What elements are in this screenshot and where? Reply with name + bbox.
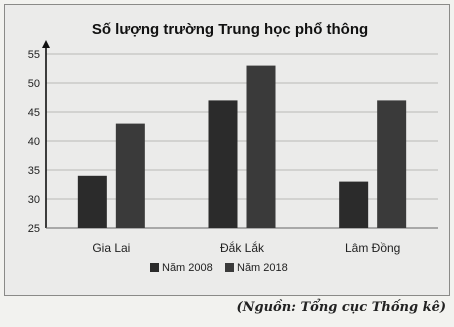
y-tick-label: 45 — [28, 107, 40, 119]
legend-swatch — [225, 263, 234, 272]
source-prefix: (Nguồn: — [236, 300, 296, 315]
legend-swatch — [150, 263, 159, 272]
bar — [246, 65, 276, 228]
y-tick-label: 35 — [28, 165, 40, 177]
bar — [115, 123, 145, 228]
chart-title: Số lượng trường Trung học phổ thông — [92, 21, 368, 38]
bar — [377, 100, 407, 228]
y-tick-label: 55 — [28, 49, 40, 61]
gridlines — [46, 53, 438, 200]
source-text: Tổng cục Thống kê) — [295, 300, 446, 315]
x-tick-label: Đắk Lắk — [220, 240, 265, 255]
y-tick-label: 40 — [28, 136, 40, 148]
y-tick-label: 30 — [28, 194, 40, 206]
bar — [77, 175, 107, 228]
y-axis: 25 30 35 40 45 50 55 — [28, 40, 438, 235]
x-tick-label: Lâm Đồng — [345, 241, 400, 255]
source-note: (Nguồn: Tổng cục Thống kê) — [236, 300, 446, 315]
y-tick-label: 50 — [28, 78, 40, 90]
x-tick-label: Gia Lai — [92, 241, 130, 255]
y-axis-arrow-icon — [42, 40, 50, 48]
x-tick-labels: Gia Lai Đắk Lắk Lâm Đồng — [92, 240, 400, 255]
legend: Năm 2008 Năm 2018 — [150, 262, 288, 274]
y-tick-label: 25 — [28, 223, 40, 235]
bar — [339, 181, 369, 228]
legend-label: Năm 2018 — [237, 262, 288, 274]
bars — [77, 65, 407, 228]
legend-label: Năm 2008 — [162, 262, 213, 274]
bar — [208, 100, 238, 228]
